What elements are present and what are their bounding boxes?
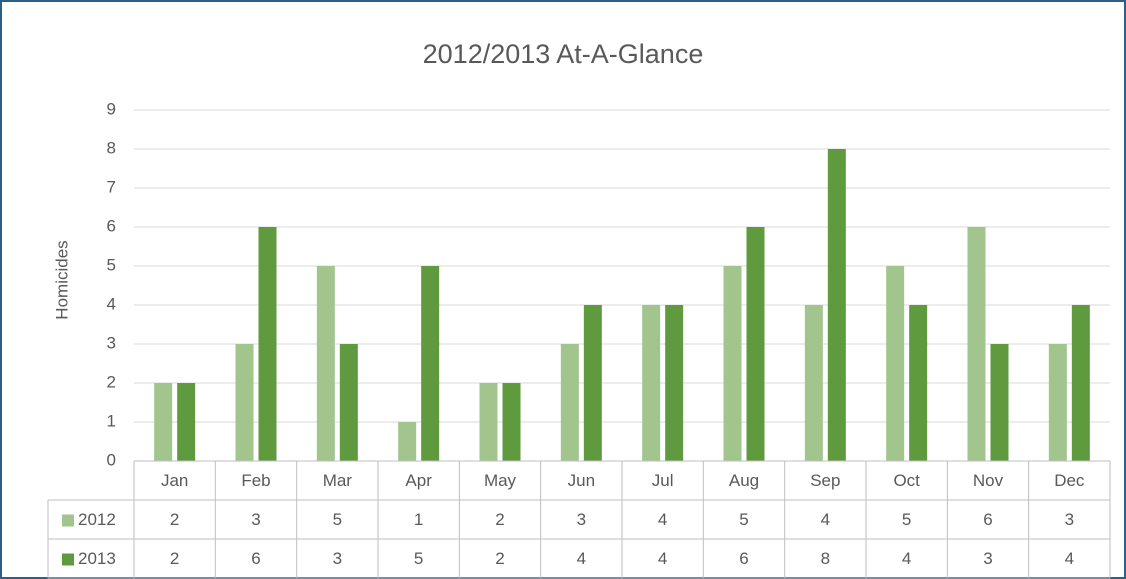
x-tick-label: May — [484, 471, 517, 490]
table-value: 2 — [495, 510, 504, 529]
y-tick-label: 8 — [107, 138, 116, 157]
legend-label: 2012 — [78, 510, 116, 529]
bar — [339, 344, 358, 461]
y-tick-label: 7 — [107, 177, 116, 196]
bar — [235, 344, 254, 461]
chart-title: 2012/2013 At-A-Glance — [423, 39, 704, 69]
table-value: 3 — [251, 510, 260, 529]
table-value: 4 — [1065, 549, 1074, 568]
bar — [479, 383, 498, 461]
x-tick-label: Jul — [652, 471, 674, 490]
bar — [177, 383, 196, 461]
table-value: 4 — [658, 510, 667, 529]
bar — [746, 227, 765, 461]
legend-swatch — [62, 553, 74, 566]
bar — [154, 383, 173, 461]
table-value: 5 — [902, 510, 911, 529]
table-value: 6 — [251, 549, 260, 568]
bar — [560, 344, 579, 461]
x-tick-label: Feb — [241, 471, 270, 490]
x-tick-label: Mar — [323, 471, 353, 490]
x-tick-label: Oct — [893, 471, 920, 490]
bar — [967, 227, 986, 461]
bar — [316, 266, 335, 461]
bar — [258, 227, 277, 461]
bar — [1071, 305, 1090, 461]
table-value: 4 — [577, 549, 586, 568]
y-tick-label: 3 — [107, 333, 116, 352]
y-tick-label: 1 — [107, 411, 116, 430]
bar — [502, 383, 521, 461]
x-tick-label: Jan — [161, 471, 188, 490]
y-tick-label: 5 — [107, 255, 116, 274]
bar — [723, 266, 742, 461]
x-tick-label: Sep — [810, 471, 840, 490]
table-value: 6 — [739, 549, 748, 568]
table-value: 5 — [333, 510, 342, 529]
table-value: 4 — [821, 510, 830, 529]
table-value: 3 — [577, 510, 586, 529]
x-tick-label: Apr — [405, 471, 432, 490]
bar — [990, 344, 1009, 461]
table-value: 4 — [902, 549, 911, 568]
legend-swatch — [62, 514, 74, 527]
bar — [583, 305, 602, 461]
table-value: 8 — [821, 549, 830, 568]
bar — [804, 305, 823, 461]
table-value: 3 — [1065, 510, 1074, 529]
table-value: 2 — [170, 510, 179, 529]
table-value: 3 — [983, 549, 992, 568]
bar — [398, 422, 417, 461]
table-value: 2 — [170, 549, 179, 568]
table-value: 2 — [495, 549, 504, 568]
legend-label: 2013 — [78, 549, 116, 568]
bar — [886, 266, 905, 461]
table-value: 1 — [414, 510, 423, 529]
y-tick-label: 4 — [107, 294, 116, 313]
table-value: 3 — [333, 549, 342, 568]
x-tick-label: Jun — [568, 471, 595, 490]
bar — [909, 305, 928, 461]
x-tick-label: Nov — [973, 471, 1004, 490]
x-tick-label: Dec — [1054, 471, 1085, 490]
table-value: 6 — [983, 510, 992, 529]
table-value: 5 — [739, 510, 748, 529]
y-tick-label: 2 — [107, 372, 116, 391]
y-tick-label: 0 — [107, 450, 116, 469]
bar — [421, 266, 440, 461]
bar — [665, 305, 684, 461]
y-axis-label: Homicides — [52, 240, 71, 319]
y-tick-label: 6 — [107, 216, 116, 235]
x-tick-label: Aug — [729, 471, 759, 490]
table-value: 4 — [658, 549, 667, 568]
bar — [827, 149, 846, 461]
y-tick-label: 9 — [107, 99, 116, 118]
table-value: 5 — [414, 549, 423, 568]
bar — [1048, 344, 1067, 461]
bar — [642, 305, 661, 461]
